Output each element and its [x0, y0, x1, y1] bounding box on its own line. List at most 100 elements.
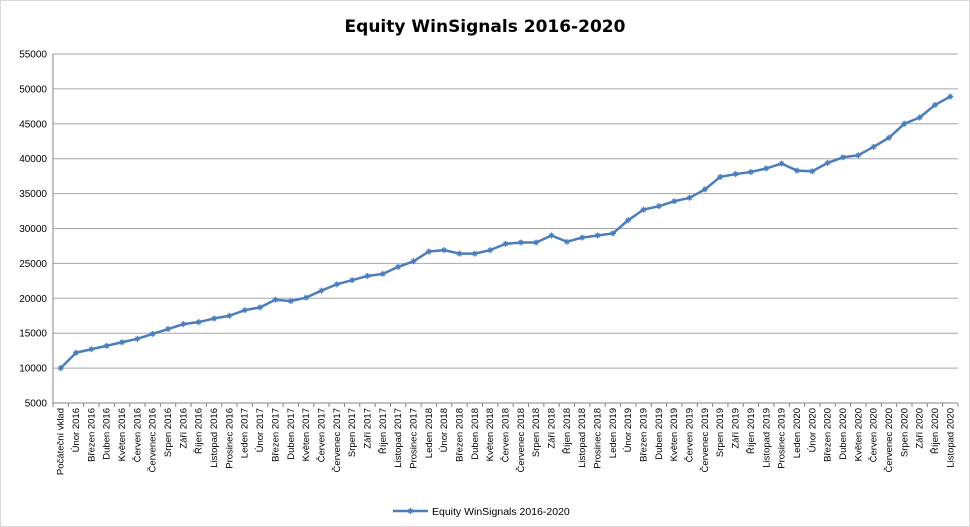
x-tick-label: Leden 2017 [240, 408, 251, 458]
y-tick-label: 10000 [19, 364, 47, 375]
x-tick-label: Květen 2019 [669, 408, 680, 461]
data-point [379, 270, 386, 277]
data-point [180, 321, 187, 328]
data-point [548, 232, 555, 239]
data-point [241, 307, 248, 314]
data-point [579, 234, 586, 241]
x-tick-label: Srpen 2016 [163, 408, 174, 457]
x-tick-label: Březen 2016 [86, 408, 97, 462]
x-tick-label: Květen 2017 [301, 408, 312, 461]
x-tick-label: Říjen 2017 [378, 408, 389, 454]
data-point [318, 287, 325, 294]
data-point [349, 277, 356, 284]
x-tick-label: Červen 2020 [869, 408, 880, 462]
x-tick-label: Duben 2020 [838, 408, 849, 460]
x-tick-label: Červen 2017 [316, 408, 327, 462]
x-tick-label: Únor 2016 [71, 408, 82, 452]
x-tick-label: Květen 2018 [485, 408, 496, 461]
data-point [778, 160, 785, 167]
chart-title: Equity WinSignals 2016-2020 [345, 17, 626, 37]
x-tick-label: Březen 2017 [270, 408, 281, 462]
x-tick-label: Prosinec 2016 [224, 408, 235, 469]
x-tick-label: Červenec 2019 [700, 408, 711, 472]
x-tick-label: Počáteční vklad [56, 408, 67, 475]
x-tick-label: Září 2019 [731, 408, 742, 449]
data-point [88, 346, 95, 353]
x-tick-label: Září 2020 [915, 408, 926, 449]
legend-marker [407, 508, 414, 514]
data-point [870, 143, 877, 150]
data-point [272, 296, 279, 303]
x-tick-label: Červen 2016 [132, 408, 143, 462]
data-point [824, 159, 831, 166]
y-axis: 5000 10000 15000 20000 25000 30000 35000 40000 4… [19, 50, 54, 410]
data-point [287, 298, 294, 305]
data-point [103, 342, 110, 349]
x-tick-label: Listopad 2017 [393, 408, 404, 468]
data-point [855, 152, 862, 159]
data-point [625, 217, 632, 224]
x-tick-label: Duben 2019 [654, 408, 665, 460]
series-line [59, 95, 951, 369]
y-tick-label: 30000 [19, 224, 47, 235]
data-point [717, 173, 724, 180]
x-tick-label: Únor 2019 [623, 408, 634, 452]
y-tick-label: 45000 [19, 119, 47, 130]
x-tick-label: Červenec 2016 [148, 408, 159, 472]
data-point [471, 250, 478, 257]
x-tick-label: Listopad 2018 [577, 408, 588, 468]
y-tick-label: 25000 [19, 259, 47, 270]
data-point [395, 263, 402, 270]
y-tick-label: 50000 [19, 84, 47, 95]
data-point [732, 171, 739, 178]
data-point [594, 232, 601, 239]
x-tick-label: Duben 2018 [470, 408, 481, 460]
data-point [916, 114, 923, 121]
x-tick-label: Leden 2019 [608, 408, 619, 458]
x-tick-label: Únor 2018 [439, 408, 450, 452]
data-point [195, 319, 202, 326]
data-point [487, 247, 494, 254]
data-point [885, 134, 892, 141]
data-point [809, 168, 816, 175]
x-tick-label: Březen 2019 [639, 408, 650, 462]
y-tick-label: 15000 [19, 329, 47, 340]
y-tick-label: 35000 [19, 189, 47, 200]
data-point [747, 168, 754, 175]
data-point [456, 250, 463, 257]
data-point [165, 326, 172, 333]
x-tick-label: Září 2016 [178, 408, 189, 449]
data-point [947, 93, 954, 100]
data-point [119, 339, 126, 346]
x-axis: Počáteční vklad Únor 2016 Březen 2016 Duben… [52, 402, 959, 475]
data-point [73, 349, 80, 356]
data-point [563, 238, 570, 245]
data-point [364, 272, 371, 279]
data-point [671, 198, 678, 205]
x-tick-label: Březen 2018 [454, 408, 465, 462]
x-tick-label: Září 2017 [362, 408, 373, 449]
data-point [839, 154, 846, 161]
series-layer [57, 93, 954, 372]
data-point [640, 206, 647, 213]
data-point [226, 312, 233, 319]
x-tick-label: Říjen 2018 [562, 408, 573, 454]
x-tick-label: Listopad 2020 [945, 408, 956, 468]
x-tick-label: Srpen 2018 [531, 408, 542, 457]
data-point [211, 315, 218, 322]
x-tick-label: Duben 2017 [286, 408, 297, 460]
x-tick-label: Srpen 2020 [899, 408, 910, 457]
y-tick-label: 5000 [25, 399, 48, 410]
x-tick-label: Prosinec 2018 [593, 408, 604, 469]
data-point [333, 281, 340, 288]
data-point [134, 335, 141, 342]
x-tick-label: Květen 2020 [853, 408, 864, 461]
legend: Equity WinSignals 2016-2020 [393, 506, 570, 518]
data-point [441, 247, 448, 254]
data-point [655, 203, 662, 210]
data-point [425, 248, 432, 255]
x-tick-label: Srpen 2017 [347, 408, 358, 457]
x-tick-label: Červen 2019 [685, 408, 696, 462]
